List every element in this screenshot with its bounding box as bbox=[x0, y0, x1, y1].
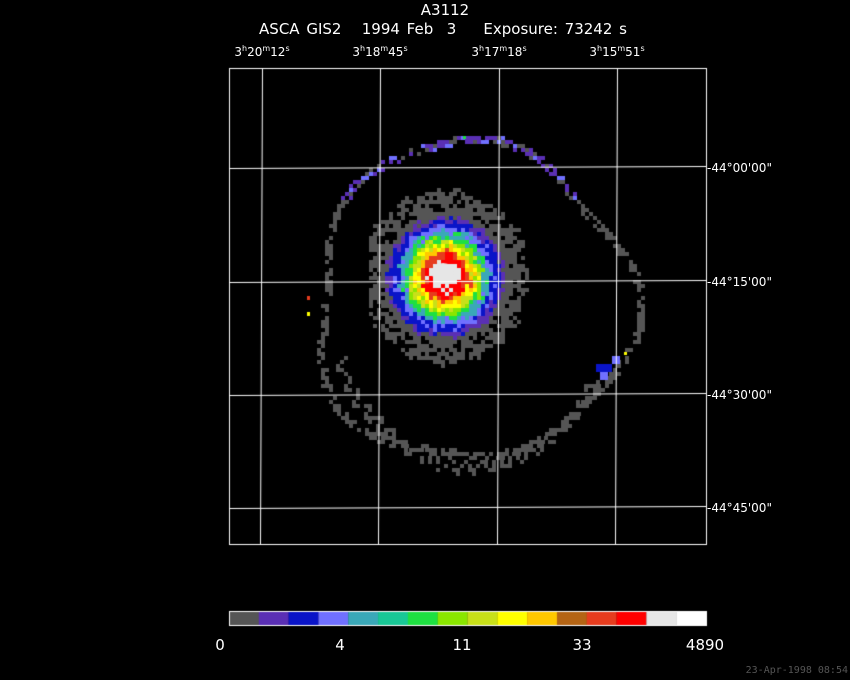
ra-tick-label: 3h20m12s bbox=[234, 44, 290, 59]
colorbar-label: 33 bbox=[572, 636, 592, 654]
observation-info: ASCA GIS2 1994 Feb 3 Exposure: 73242 s bbox=[259, 20, 627, 38]
ra-tick-label: 3h15m51s bbox=[589, 44, 645, 59]
target-title: A3112 bbox=[420, 1, 470, 19]
colorbar-label: 4 bbox=[335, 636, 345, 654]
colorbar-label: 4890 bbox=[685, 636, 725, 654]
dec-tick-label: -44°45'00" bbox=[707, 501, 772, 515]
colorbar-label: 0 bbox=[215, 636, 225, 654]
ra-tick-label: 3h18m45s bbox=[352, 44, 408, 59]
dec-tick-label: -44°00'00" bbox=[707, 161, 772, 175]
colorbar-label: 11 bbox=[452, 636, 472, 654]
ra-tick-label: 3h17m18s bbox=[471, 44, 527, 59]
timestamp: 23-Apr-1998 08:54 bbox=[745, 665, 848, 676]
dec-tick-label: -44°15'00" bbox=[707, 275, 772, 289]
dec-tick-label: -44°30'00" bbox=[707, 388, 772, 402]
